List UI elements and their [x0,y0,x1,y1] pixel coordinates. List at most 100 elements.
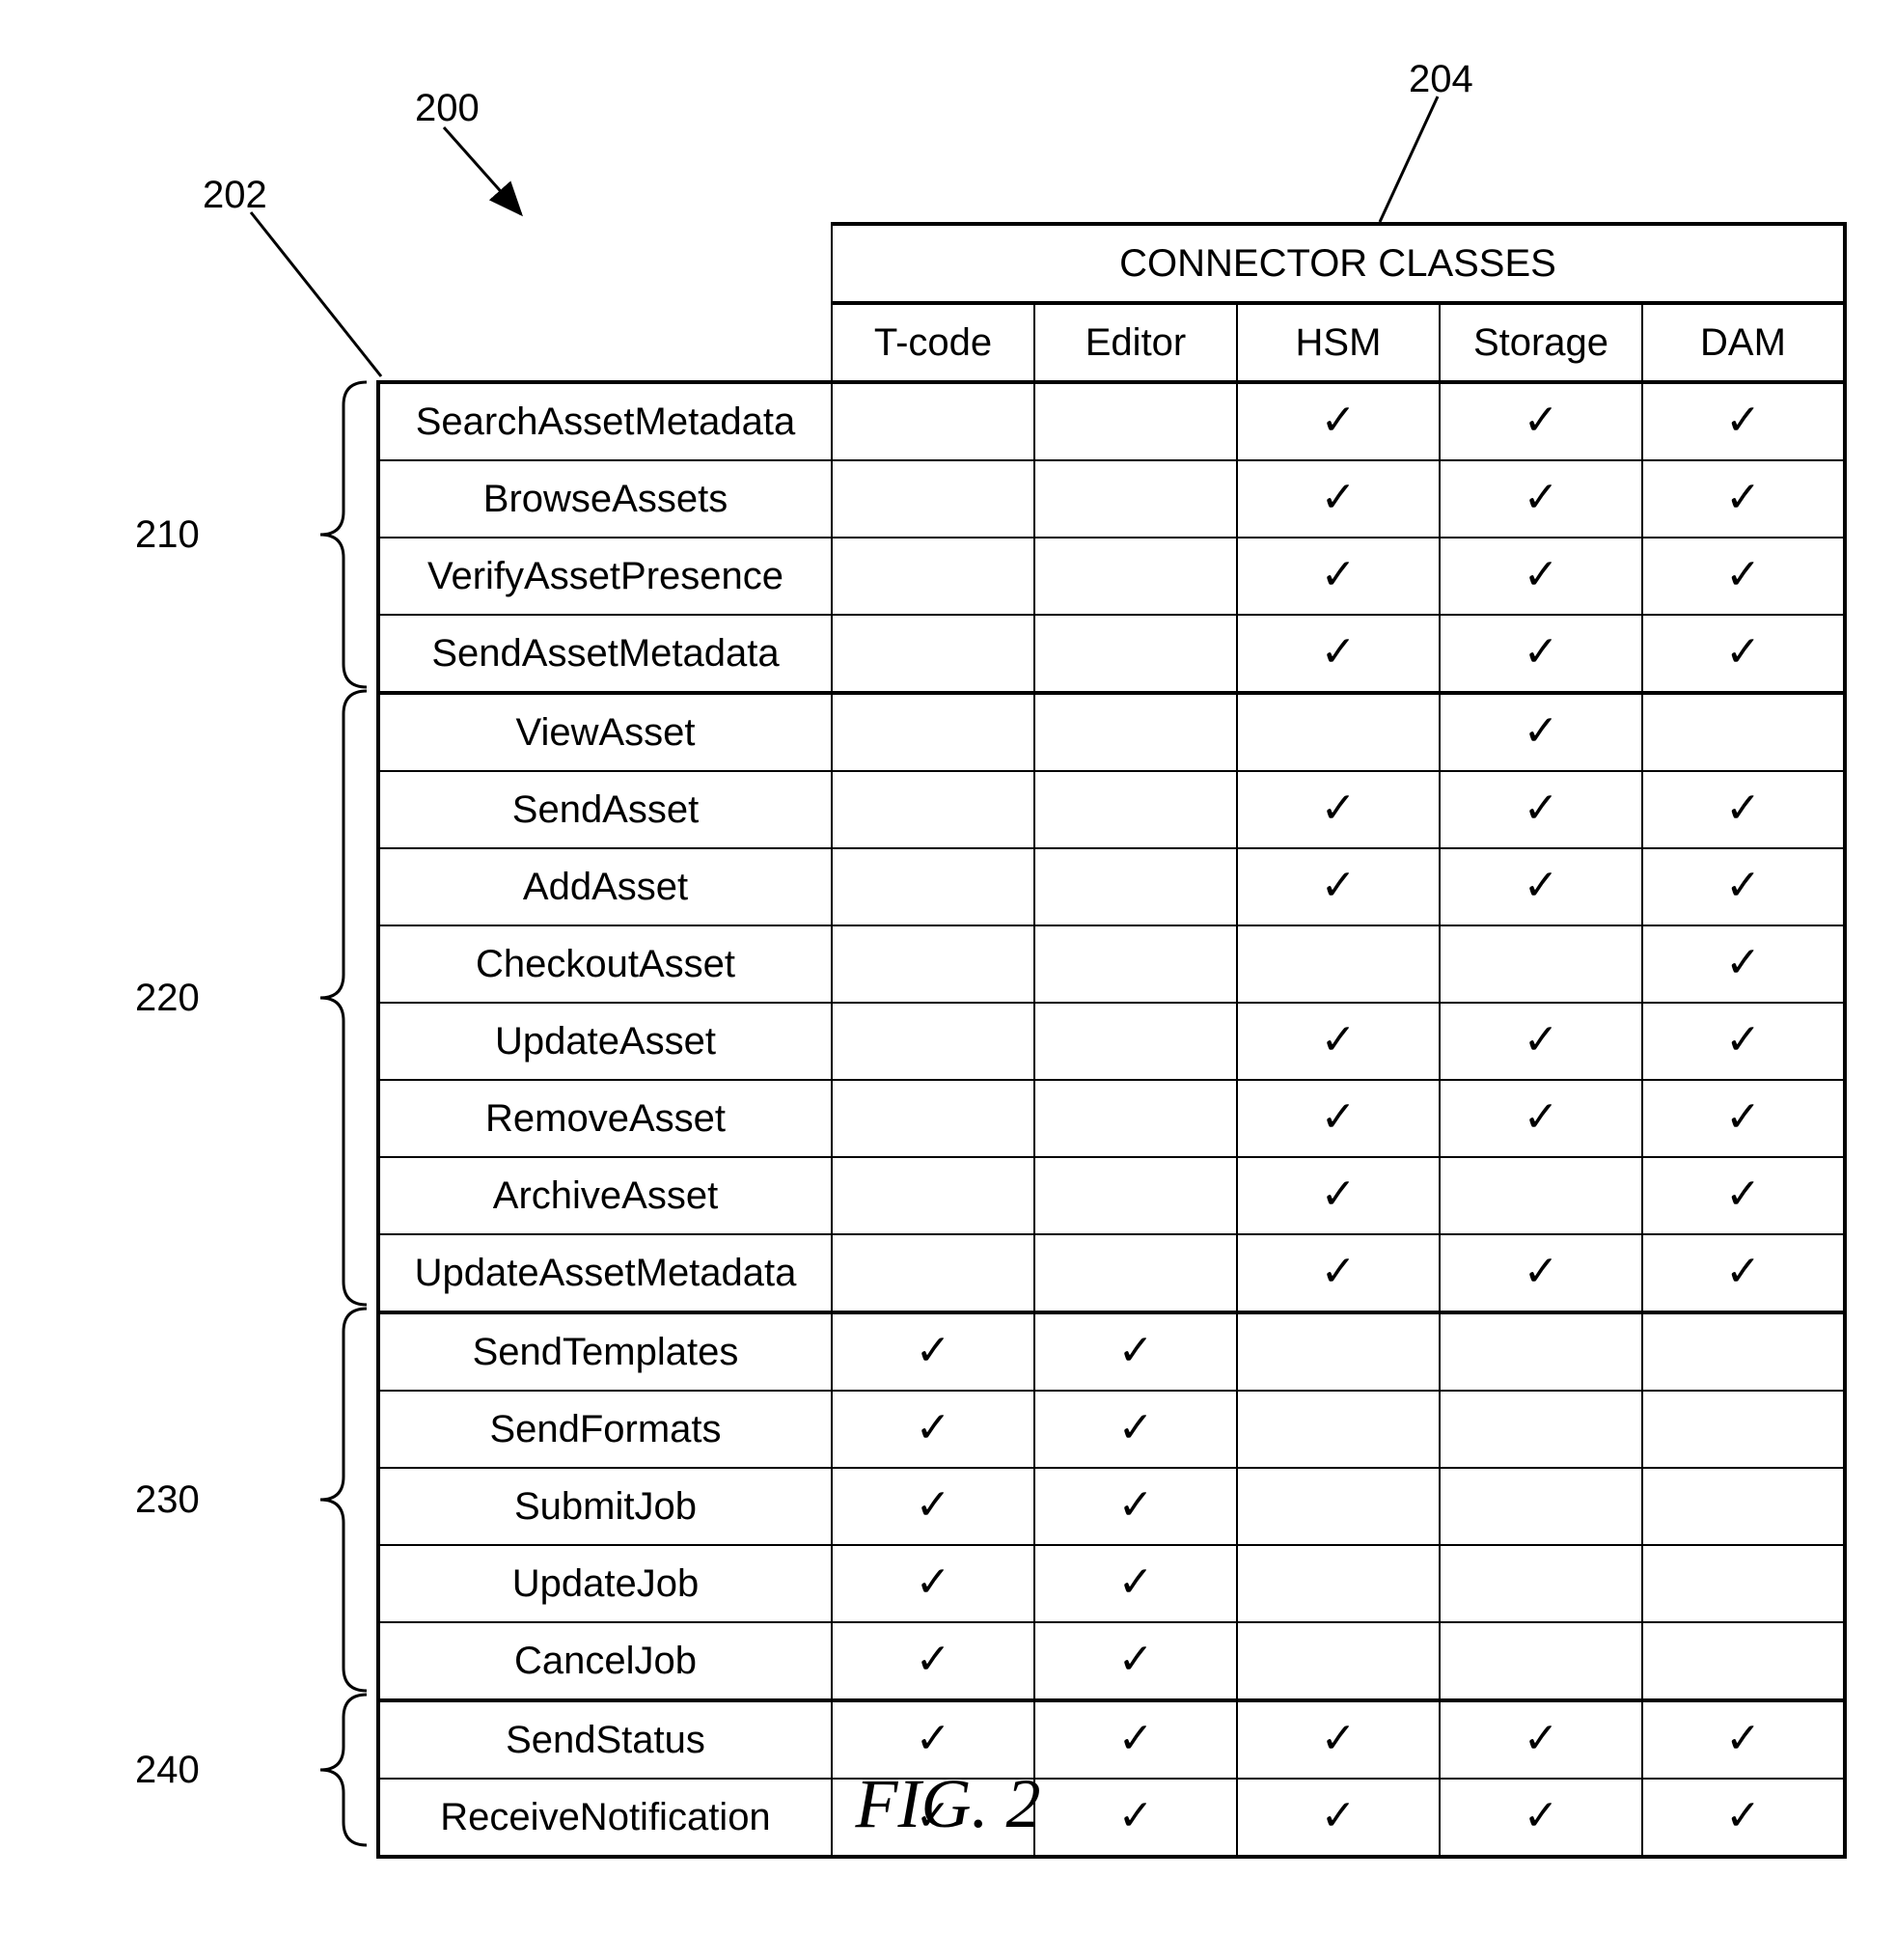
cell [1237,1468,1440,1545]
check-icon: ✓ [1725,862,1761,909]
check-icon: ✓ [1321,1248,1357,1295]
check-icon: ✓ [1725,1248,1761,1295]
cell: ✓ [1440,1003,1642,1080]
cell [1034,460,1237,538]
check-icon: ✓ [1524,551,1559,598]
table-row: ArchiveAsset ✓ ✓ [378,1157,1845,1234]
cell [832,1003,1034,1080]
cell: ✓ [832,1545,1034,1622]
cell: ✓ [1642,1003,1845,1080]
cell: ✓ [1237,1157,1440,1234]
cell [1642,1545,1845,1622]
table-row: ViewAsset✓ [378,693,1845,771]
cell [832,1157,1034,1234]
cell: ✓ [1237,771,1440,848]
cell [832,1080,1034,1157]
cell: ✓ [1034,1312,1237,1391]
cell: ✓ [1440,1080,1642,1157]
cell [1034,771,1237,848]
cell [1034,382,1237,460]
check-icon: ✓ [1725,474,1761,521]
cell [1237,925,1440,1003]
cell [1034,538,1237,615]
group-callout: 220 [135,977,200,1020]
row-label: SearchAssetMetadata [378,382,832,460]
cell: ✓ [1440,848,1642,925]
check-icon: ✓ [1725,397,1761,444]
cell [1642,1468,1845,1545]
check-icon: ✓ [1524,785,1559,832]
check-icon: ✓ [1321,1093,1357,1141]
table-row: SendTemplates✓✓ [378,1312,1845,1391]
check-icon: ✓ [1321,862,1357,909]
table-header: CONNECTOR CLASSES T-code Editor HSM Stor… [378,224,1845,382]
table-row: UpdateAssetMetadata✓✓✓ [378,1234,1845,1312]
table-row: SendFormats✓✓ [378,1391,1845,1468]
figure-caption: FIG. 2 [0,1764,1896,1844]
cell [832,538,1034,615]
table-row: SendAsset ✓ ✓ ✓ [378,771,1845,848]
cell: ✓ [1440,460,1642,538]
check-icon: ✓ [1725,1093,1761,1141]
cell [1440,1157,1642,1234]
row-label: BrowseAssets [378,460,832,538]
cell [1237,693,1440,771]
cell: ✓ [1034,1622,1237,1700]
cell: ✓ [1237,1234,1440,1312]
check-icon: ✓ [1725,628,1761,676]
table-row: UpdateAsset✓✓✓ [378,1003,1845,1080]
cell: ✓ [1237,538,1440,615]
table-body: SearchAssetMetadata✓✓✓BrowseAssets✓✓✓Ver… [378,382,1845,1857]
cell: ✓ [1642,1080,1845,1157]
row-label: UpdateJob [378,1545,832,1622]
cell [1237,1312,1440,1391]
group-brace [251,380,367,689]
check-icon: ✓ [1725,551,1761,598]
cell [1440,1468,1642,1545]
cell: ✓ [1440,1234,1642,1312]
check-icon: ✓ [1524,1248,1559,1295]
cell [1034,848,1237,925]
check-icon: ✓ [1321,1715,1357,1762]
col-hsm: HSM [1237,303,1440,382]
table-row: VerifyAssetPresence✓✓✓ [378,538,1845,615]
cell: ✓ [1237,1003,1440,1080]
cell [1034,925,1237,1003]
row-label: RemoveAsset [378,1080,832,1157]
cell: ✓ [1642,615,1845,693]
cell: ✓ [1440,538,1642,615]
check-icon: ✓ [1524,707,1559,755]
cell: ✓ [832,1391,1034,1468]
check-icon: ✓ [1118,1327,1154,1374]
row-label: ArchiveAsset [378,1157,832,1234]
check-icon: ✓ [1118,1481,1154,1529]
cell [1034,1080,1237,1157]
check-icon: ✓ [1118,1559,1154,1606]
row-label: SendAsset [378,771,832,848]
callout-200-leader [434,127,550,234]
check-icon: ✓ [916,1559,951,1606]
cell [832,615,1034,693]
callout-204: 204 [1409,58,1473,101]
table-row: SendAssetMetadata✓✓✓ [378,615,1845,693]
col-dam: DAM [1642,303,1845,382]
check-icon: ✓ [916,1715,951,1762]
check-icon: ✓ [1725,785,1761,832]
col-editor: Editor [1034,303,1237,382]
cell [1237,1391,1440,1468]
check-icon: ✓ [1725,939,1761,986]
header-blank-2 [378,303,832,382]
cell: ✓ [1237,1080,1440,1157]
cell [832,925,1034,1003]
cell [832,460,1034,538]
cell: ✓ [1034,1545,1237,1622]
check-icon: ✓ [1524,862,1559,909]
cell: ✓ [1237,382,1440,460]
connector-classes-table: CONNECTOR CLASSES T-code Editor HSM Stor… [376,222,1847,1859]
check-icon: ✓ [1725,1171,1761,1218]
cell [1642,1622,1845,1700]
cell: ✓ [1440,693,1642,771]
cell: ✓ [1642,538,1845,615]
cell [832,848,1034,925]
table-row: UpdateJob ✓ ✓ [378,1545,1845,1622]
